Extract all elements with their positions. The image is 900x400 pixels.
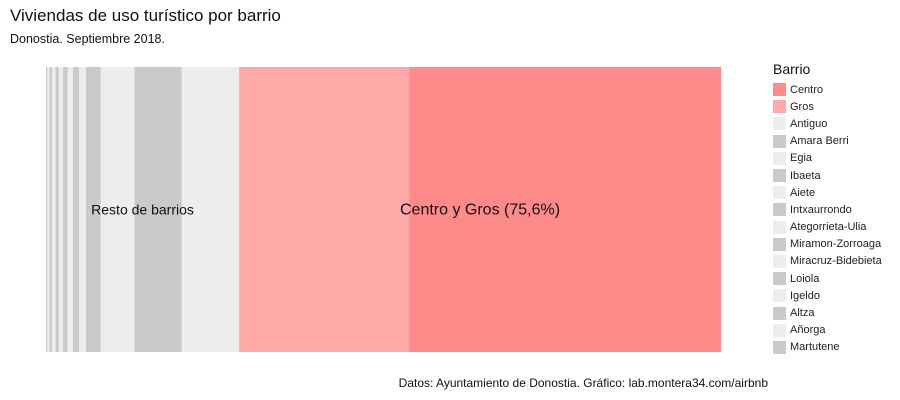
legend: Barrio Centro Gros Antiguo Amara Berri Egia I… [773, 61, 882, 356]
annotation-resto: Resto de barrios [91, 202, 194, 218]
legend-swatch [773, 306, 786, 320]
bar-segment-añorga [47, 67, 50, 352]
bar-segment-antiguo [181, 67, 240, 352]
bar-segment-ibaeta [85, 67, 101, 352]
legend-swatch [773, 186, 786, 200]
legend-item: Altza [773, 304, 882, 321]
bar-segment-amara-berri [134, 67, 182, 352]
legend-label: Añorga [790, 324, 826, 337]
bar-segment-intxaurrondo [73, 67, 80, 352]
bar-segment-loiola [55, 67, 59, 352]
legend-label: Altza [790, 307, 815, 320]
legend-swatch [773, 134, 786, 148]
chart-title: Viviendas de uso turístico por barrio [10, 6, 281, 25]
legend-label: Amara Berri [790, 135, 849, 148]
legend-label: Ategorrieta-Ulia [790, 221, 867, 234]
bar-segment-miramon-zorroaga [62, 67, 68, 352]
legend-item: Igeldo [773, 287, 882, 304]
legend-item: Ategorrieta-Ulia [773, 219, 882, 236]
legend-label: Loiola [790, 272, 820, 285]
legend-swatch [773, 203, 786, 217]
legend-label: Aiete [790, 186, 816, 199]
legend-swatch [773, 220, 786, 234]
chart-subtitle: Donostia. Septiembre 2018. [10, 32, 165, 46]
legend-label: Miramon-Zorroaga [790, 238, 882, 251]
legend-swatch [773, 169, 786, 183]
legend-item: Añorga [773, 322, 882, 339]
legend-label: Igeldo [790, 289, 820, 302]
bar-segment-gros [239, 67, 410, 352]
bar-segment-centro [409, 67, 721, 352]
legend-swatch [773, 323, 786, 337]
legend-title: Barrio [773, 61, 811, 77]
legend-item: Miracruz-Bidebieta [773, 253, 882, 270]
legend-swatch [773, 151, 786, 165]
legend-item: Aiete [773, 184, 882, 201]
legend-swatch [773, 237, 786, 251]
legend-item: Antiguo [773, 115, 882, 132]
bar-segment-egia [100, 67, 135, 352]
legend-swatch [773, 289, 786, 303]
annotation-centro-gros: Centro y Gros (75,6%) [400, 202, 560, 219]
legend-item: Loiola [773, 270, 882, 287]
legend-label: Egia [790, 152, 813, 165]
legend-item: Martutene [773, 339, 882, 356]
legend-label: Intxaurrondo [790, 203, 852, 216]
legend-label: Antiguo [790, 117, 828, 130]
bar-segment-aiete [79, 67, 86, 352]
chart-caption: Datos: Ayuntamiento de Donostia. Gráfico… [398, 376, 768, 390]
legend-item: Miramon-Zorroaga [773, 236, 882, 253]
legend-item: Amara Berri [773, 133, 882, 150]
legend-swatch [773, 340, 786, 354]
legend-swatch [773, 254, 786, 268]
bar-segment-igeldo [52, 67, 56, 352]
legend-label: Martutene [790, 341, 840, 354]
legend-label: Gros [790, 100, 814, 113]
legend-item: Intxaurrondo [773, 201, 882, 218]
annotations: Centro y Gros (75,6%) Resto de barrios [91, 202, 560, 219]
legend-swatch [773, 117, 786, 131]
legend-label: Centro [790, 83, 824, 96]
legend-swatch [773, 272, 786, 286]
bar-segment-miracruz-bidebieta [58, 67, 63, 352]
legend-swatch [773, 83, 786, 97]
legend-label: Ibaeta [790, 169, 821, 182]
bar-segment-ategorrieta-ulia [67, 67, 73, 352]
legend-item: Gros [773, 98, 882, 115]
legend-items: Centro Gros Antiguo Amara Berri Egia Ibaeta Ai… [773, 81, 882, 356]
bar-segments [46, 67, 721, 352]
bar-segment-martutene [46, 67, 48, 352]
legend-label: Miracruz-Bidebieta [790, 255, 882, 268]
legend-item: Egia [773, 150, 882, 167]
legend-item: Centro [773, 81, 882, 98]
bar-segment-altza [49, 67, 53, 352]
legend-item: Ibaeta [773, 167, 882, 184]
legend-swatch [773, 100, 786, 114]
